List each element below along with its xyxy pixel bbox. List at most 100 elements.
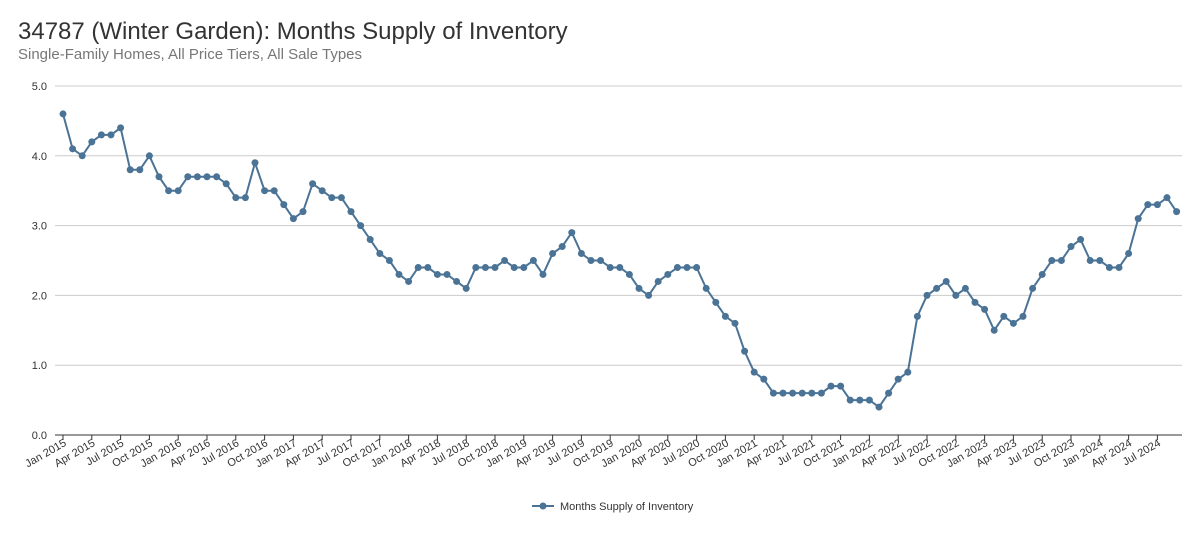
data-point: [1077, 236, 1085, 244]
data-point: [1048, 257, 1056, 264]
data-point: [558, 243, 566, 251]
data-point: [865, 396, 873, 404]
data-point: [568, 229, 576, 237]
data-point: [491, 263, 499, 271]
data-point: [193, 173, 201, 181]
data-point: [376, 250, 384, 258]
series-line: [62, 113, 1178, 409]
data-point: [702, 284, 710, 292]
data-point: [155, 173, 163, 181]
data-point: [510, 263, 518, 271]
data-point: [769, 389, 777, 397]
y-tick-label: 3.0: [32, 221, 47, 233]
data-point: [270, 187, 278, 195]
data-point: [481, 263, 489, 271]
data-point: [587, 257, 595, 264]
data-point: [990, 326, 998, 334]
legend-marker: [539, 502, 547, 510]
data-point: [750, 368, 758, 376]
chart-subtitle: Single-Family Homes, All Price Tiers, Al…: [18, 46, 363, 63]
data-point: [318, 187, 326, 195]
data-point: [309, 180, 317, 188]
data-point: [414, 263, 422, 271]
data-point: [827, 382, 835, 390]
data-point: [1173, 208, 1181, 216]
data-point: [1125, 250, 1133, 258]
data-point: [424, 263, 432, 271]
data-point: [1086, 257, 1094, 264]
data-point: [1067, 243, 1075, 251]
data-point: [654, 277, 662, 285]
data-point: [232, 194, 240, 202]
data-point: [520, 263, 528, 271]
data-point: [203, 173, 211, 181]
data-point: [443, 270, 451, 278]
data-point: [126, 166, 134, 174]
data-point: [933, 284, 941, 292]
data-point: [222, 180, 230, 188]
data-point: [539, 270, 547, 278]
data-point: [779, 389, 787, 397]
data-point: [165, 187, 173, 195]
data-point: [1029, 284, 1037, 292]
data-point: [328, 194, 336, 202]
data-point: [1144, 201, 1152, 209]
data-point: [1115, 263, 1123, 271]
data-point: [337, 194, 345, 202]
data-point: [472, 263, 480, 271]
data-point: [174, 187, 182, 195]
data-point: [606, 263, 614, 271]
data-point: [875, 403, 883, 411]
data-point: [721, 312, 729, 320]
data-point: [501, 257, 509, 264]
data-point: [97, 131, 105, 139]
data-point: [635, 284, 643, 292]
data-point: [145, 152, 153, 160]
data-point: [1000, 312, 1008, 320]
data-point: [433, 270, 441, 278]
data-point: [1134, 215, 1142, 223]
data-point: [107, 131, 115, 139]
data-point: [981, 305, 989, 313]
data-point: [808, 389, 816, 397]
data-point: [385, 257, 393, 264]
data-point: [549, 250, 557, 258]
data-point: [1019, 312, 1027, 320]
data-point: [1163, 194, 1171, 202]
data-point: [760, 375, 768, 383]
data-point: [885, 389, 893, 397]
data-point: [1057, 257, 1065, 264]
data-point: [961, 284, 969, 292]
data-point: [952, 291, 960, 299]
y-tick-label: 2.0: [32, 290, 47, 302]
data-point: [347, 208, 355, 216]
data-point: [261, 187, 269, 195]
data-point: [59, 110, 67, 118]
y-tick-label: 5.0: [32, 81, 47, 93]
y-tick-label: 0.0: [32, 430, 47, 442]
data-point: [645, 291, 653, 299]
data-point: [395, 270, 403, 278]
data-point: [299, 208, 307, 216]
data-point: [69, 145, 77, 153]
data-point: [280, 201, 288, 209]
data-point: [453, 277, 461, 285]
data-point: [683, 263, 691, 271]
data-point: [462, 284, 470, 292]
data-point: [1009, 319, 1017, 327]
data-point: [846, 396, 854, 404]
data-point: [904, 368, 912, 376]
data-point: [837, 382, 845, 390]
data-point: [1153, 201, 1161, 209]
y-tick-label: 4.0: [32, 151, 47, 163]
data-point: [942, 277, 950, 285]
data-point: [664, 270, 672, 278]
data-point: [894, 375, 902, 383]
data-point: [1038, 270, 1046, 278]
chart-title: 34787 (Winter Garden): Months Supply of …: [18, 18, 568, 45]
data-point: [913, 312, 921, 320]
data-point: [357, 222, 365, 230]
data-point: [693, 263, 701, 271]
legend-label: Months Supply of Inventory: [560, 501, 694, 513]
